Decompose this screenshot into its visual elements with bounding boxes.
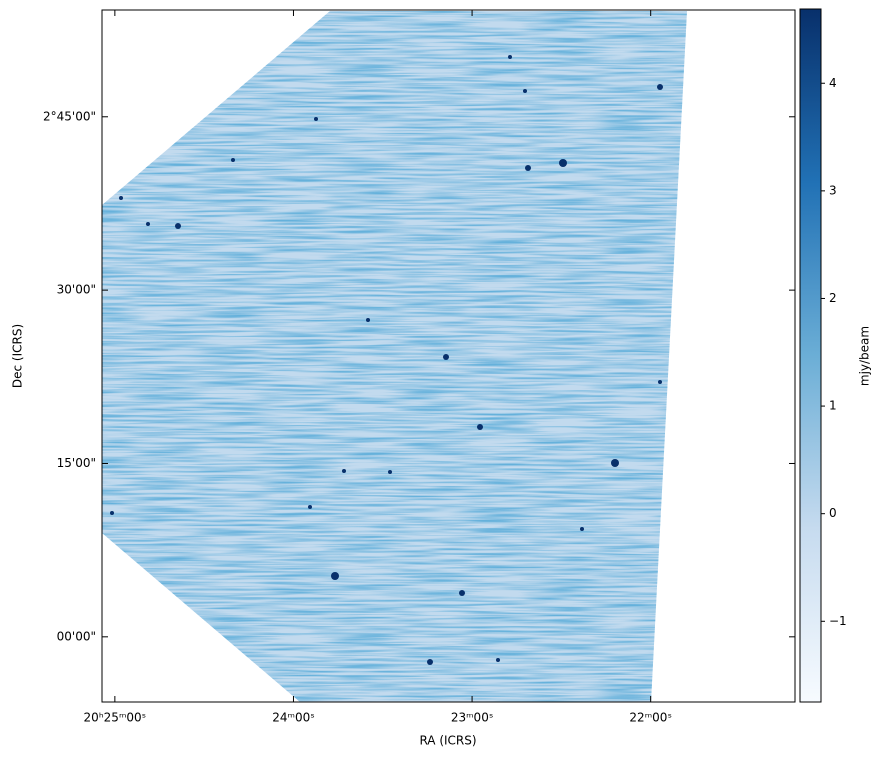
colorbar-tick-label: 0 xyxy=(829,506,837,520)
sky-image xyxy=(102,11,687,702)
y-tick-label: 30'00" xyxy=(57,283,96,297)
x-tick-label: 22ᵐ00ˢ xyxy=(629,711,672,725)
x-tick-label: 23ᵐ00ˢ xyxy=(451,711,494,725)
colorbar-tick-label: 3 xyxy=(829,183,837,197)
colorbar-tick-label: 2 xyxy=(829,291,837,305)
x-axis-label: RA (ICRS) xyxy=(419,734,476,748)
plot-frame xyxy=(101,9,796,703)
x-tick-label: 24ᵐ00ˢ xyxy=(272,711,315,725)
y-tick-label: 15'00" xyxy=(57,456,96,470)
colorbar-tick-label: 4 xyxy=(829,76,837,90)
y-tick-label: 00'00" xyxy=(57,629,96,643)
colorbar-tick-label: −1 xyxy=(829,614,847,628)
colorbar-label: mjy/beam xyxy=(858,326,872,386)
x-tick-label: 20ʰ25ᵐ00ˢ xyxy=(84,711,147,725)
colorbar xyxy=(799,8,822,703)
y-tick-label: 2°45'00" xyxy=(43,109,96,123)
colorbar-tick-label: 1 xyxy=(829,399,837,413)
y-axis-label: Dec (ICRS) xyxy=(11,324,25,388)
